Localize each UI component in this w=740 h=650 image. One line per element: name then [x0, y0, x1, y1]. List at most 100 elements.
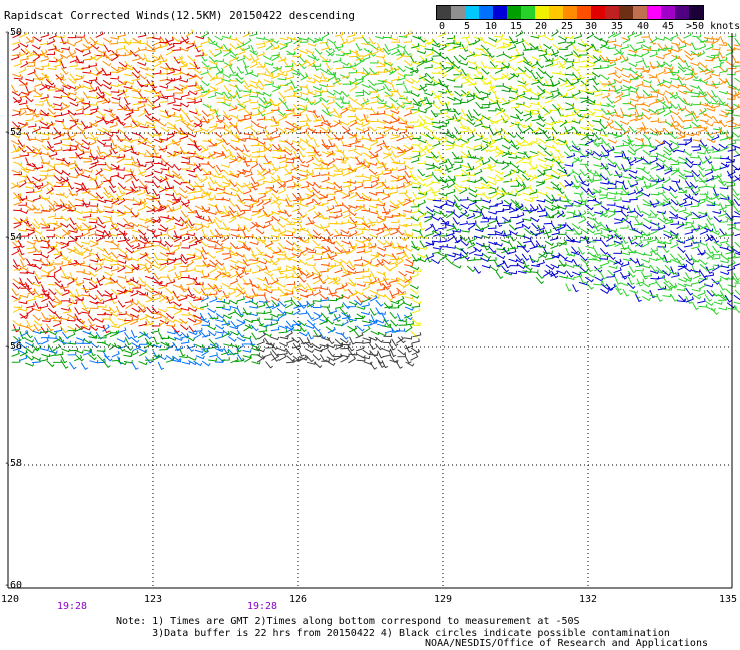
wind-barb — [474, 86, 483, 94]
wind-barb — [600, 181, 609, 185]
wind-barb — [95, 300, 105, 304]
wind-barb — [719, 163, 728, 170]
wind-barb — [277, 154, 286, 160]
wind-barb — [438, 123, 447, 128]
wind-barb — [426, 127, 435, 134]
wind-barb — [727, 140, 737, 146]
wind-barb — [719, 259, 729, 264]
wind-barb — [180, 200, 189, 208]
wind-barb — [607, 163, 617, 168]
wind-barb — [549, 235, 559, 241]
wind-barb — [354, 315, 364, 319]
wind-barb — [186, 73, 196, 78]
wind-barb — [251, 56, 260, 64]
wind-barb — [82, 213, 92, 218]
wind-barb — [192, 314, 203, 320]
wind-barb — [684, 185, 694, 189]
wind-barb — [650, 89, 660, 93]
wind-barb — [641, 168, 651, 175]
wind-barb — [265, 68, 274, 76]
wind-barb — [19, 81, 28, 86]
wind-barb — [558, 60, 566, 69]
wind-barb — [537, 244, 546, 249]
wind-barb — [244, 66, 251, 75]
wind-barb — [586, 120, 595, 128]
wind-barb — [12, 282, 21, 290]
wind-barb — [74, 349, 84, 354]
wind-barb — [153, 128, 162, 136]
wind-barb — [402, 199, 411, 206]
wind-barb — [265, 134, 274, 142]
wind-barb — [270, 342, 279, 351]
wind-barb — [465, 146, 475, 150]
wind-barb — [200, 273, 210, 278]
wind-barb — [356, 325, 365, 332]
wind-barb — [88, 219, 98, 224]
wind-barb — [550, 87, 559, 93]
wind-barb — [95, 257, 105, 262]
wind-barb — [299, 228, 309, 232]
wind-barb — [430, 110, 439, 118]
wind-barb — [171, 326, 180, 334]
wind-barb — [200, 224, 210, 229]
wind-barb — [727, 224, 737, 230]
wind-barb — [300, 247, 309, 254]
wind-barb — [160, 341, 170, 347]
wind-barb — [13, 161, 23, 166]
wind-barb — [326, 163, 335, 170]
wind-barb — [193, 188, 202, 193]
wind-barb — [461, 229, 470, 233]
wind-barb — [89, 259, 99, 263]
wind-barb — [663, 281, 672, 289]
wind-barb — [635, 293, 642, 303]
wind-barb — [109, 279, 119, 284]
wind-barb — [620, 108, 627, 117]
wind-barb — [622, 36, 631, 44]
wind-barb — [556, 186, 565, 195]
wind-barb — [283, 86, 293, 93]
wind-barb — [535, 180, 545, 187]
wind-barb — [564, 72, 574, 76]
wind-barb — [438, 53, 448, 60]
wind-barb — [389, 185, 398, 190]
wind-barb — [271, 73, 280, 79]
wind-barb — [19, 42, 29, 48]
wind-barb — [110, 129, 119, 134]
wind-barb — [215, 138, 223, 147]
wind-barb — [89, 137, 99, 141]
wind-barb — [243, 280, 252, 285]
wind-barb — [403, 96, 412, 104]
wind-barb — [489, 191, 498, 199]
wind-barb — [641, 281, 651, 288]
wind-barb — [145, 67, 155, 72]
wind-barb — [522, 269, 532, 273]
wind-barb — [474, 252, 484, 257]
wind-barb — [118, 320, 127, 328]
wind-barb — [96, 92, 105, 99]
wind-barb — [242, 115, 252, 121]
wind-barb — [116, 156, 125, 164]
wind-barb — [648, 228, 658, 236]
wind-barb — [711, 81, 720, 85]
wind-barb — [536, 121, 546, 128]
wind-barb — [699, 103, 709, 107]
wind-barb — [66, 318, 76, 322]
wind-barb — [116, 45, 126, 50]
wind-barb — [669, 215, 678, 219]
wind-barb — [305, 199, 314, 205]
wind-barb — [508, 229, 518, 236]
wind-barb — [550, 242, 559, 249]
wind-barb — [432, 102, 441, 110]
wind-barb — [439, 176, 448, 184]
wind-barb — [335, 96, 344, 100]
wind-barb — [88, 162, 98, 170]
wind-barb — [416, 50, 427, 55]
wind-barb — [528, 175, 538, 179]
wind-barb — [153, 43, 162, 50]
wind-barb — [47, 199, 56, 207]
wind-barb — [249, 278, 256, 287]
wind-barb — [74, 66, 84, 70]
wind-barb — [453, 235, 461, 244]
wind-barb — [710, 96, 719, 104]
wind-barb — [320, 297, 329, 302]
